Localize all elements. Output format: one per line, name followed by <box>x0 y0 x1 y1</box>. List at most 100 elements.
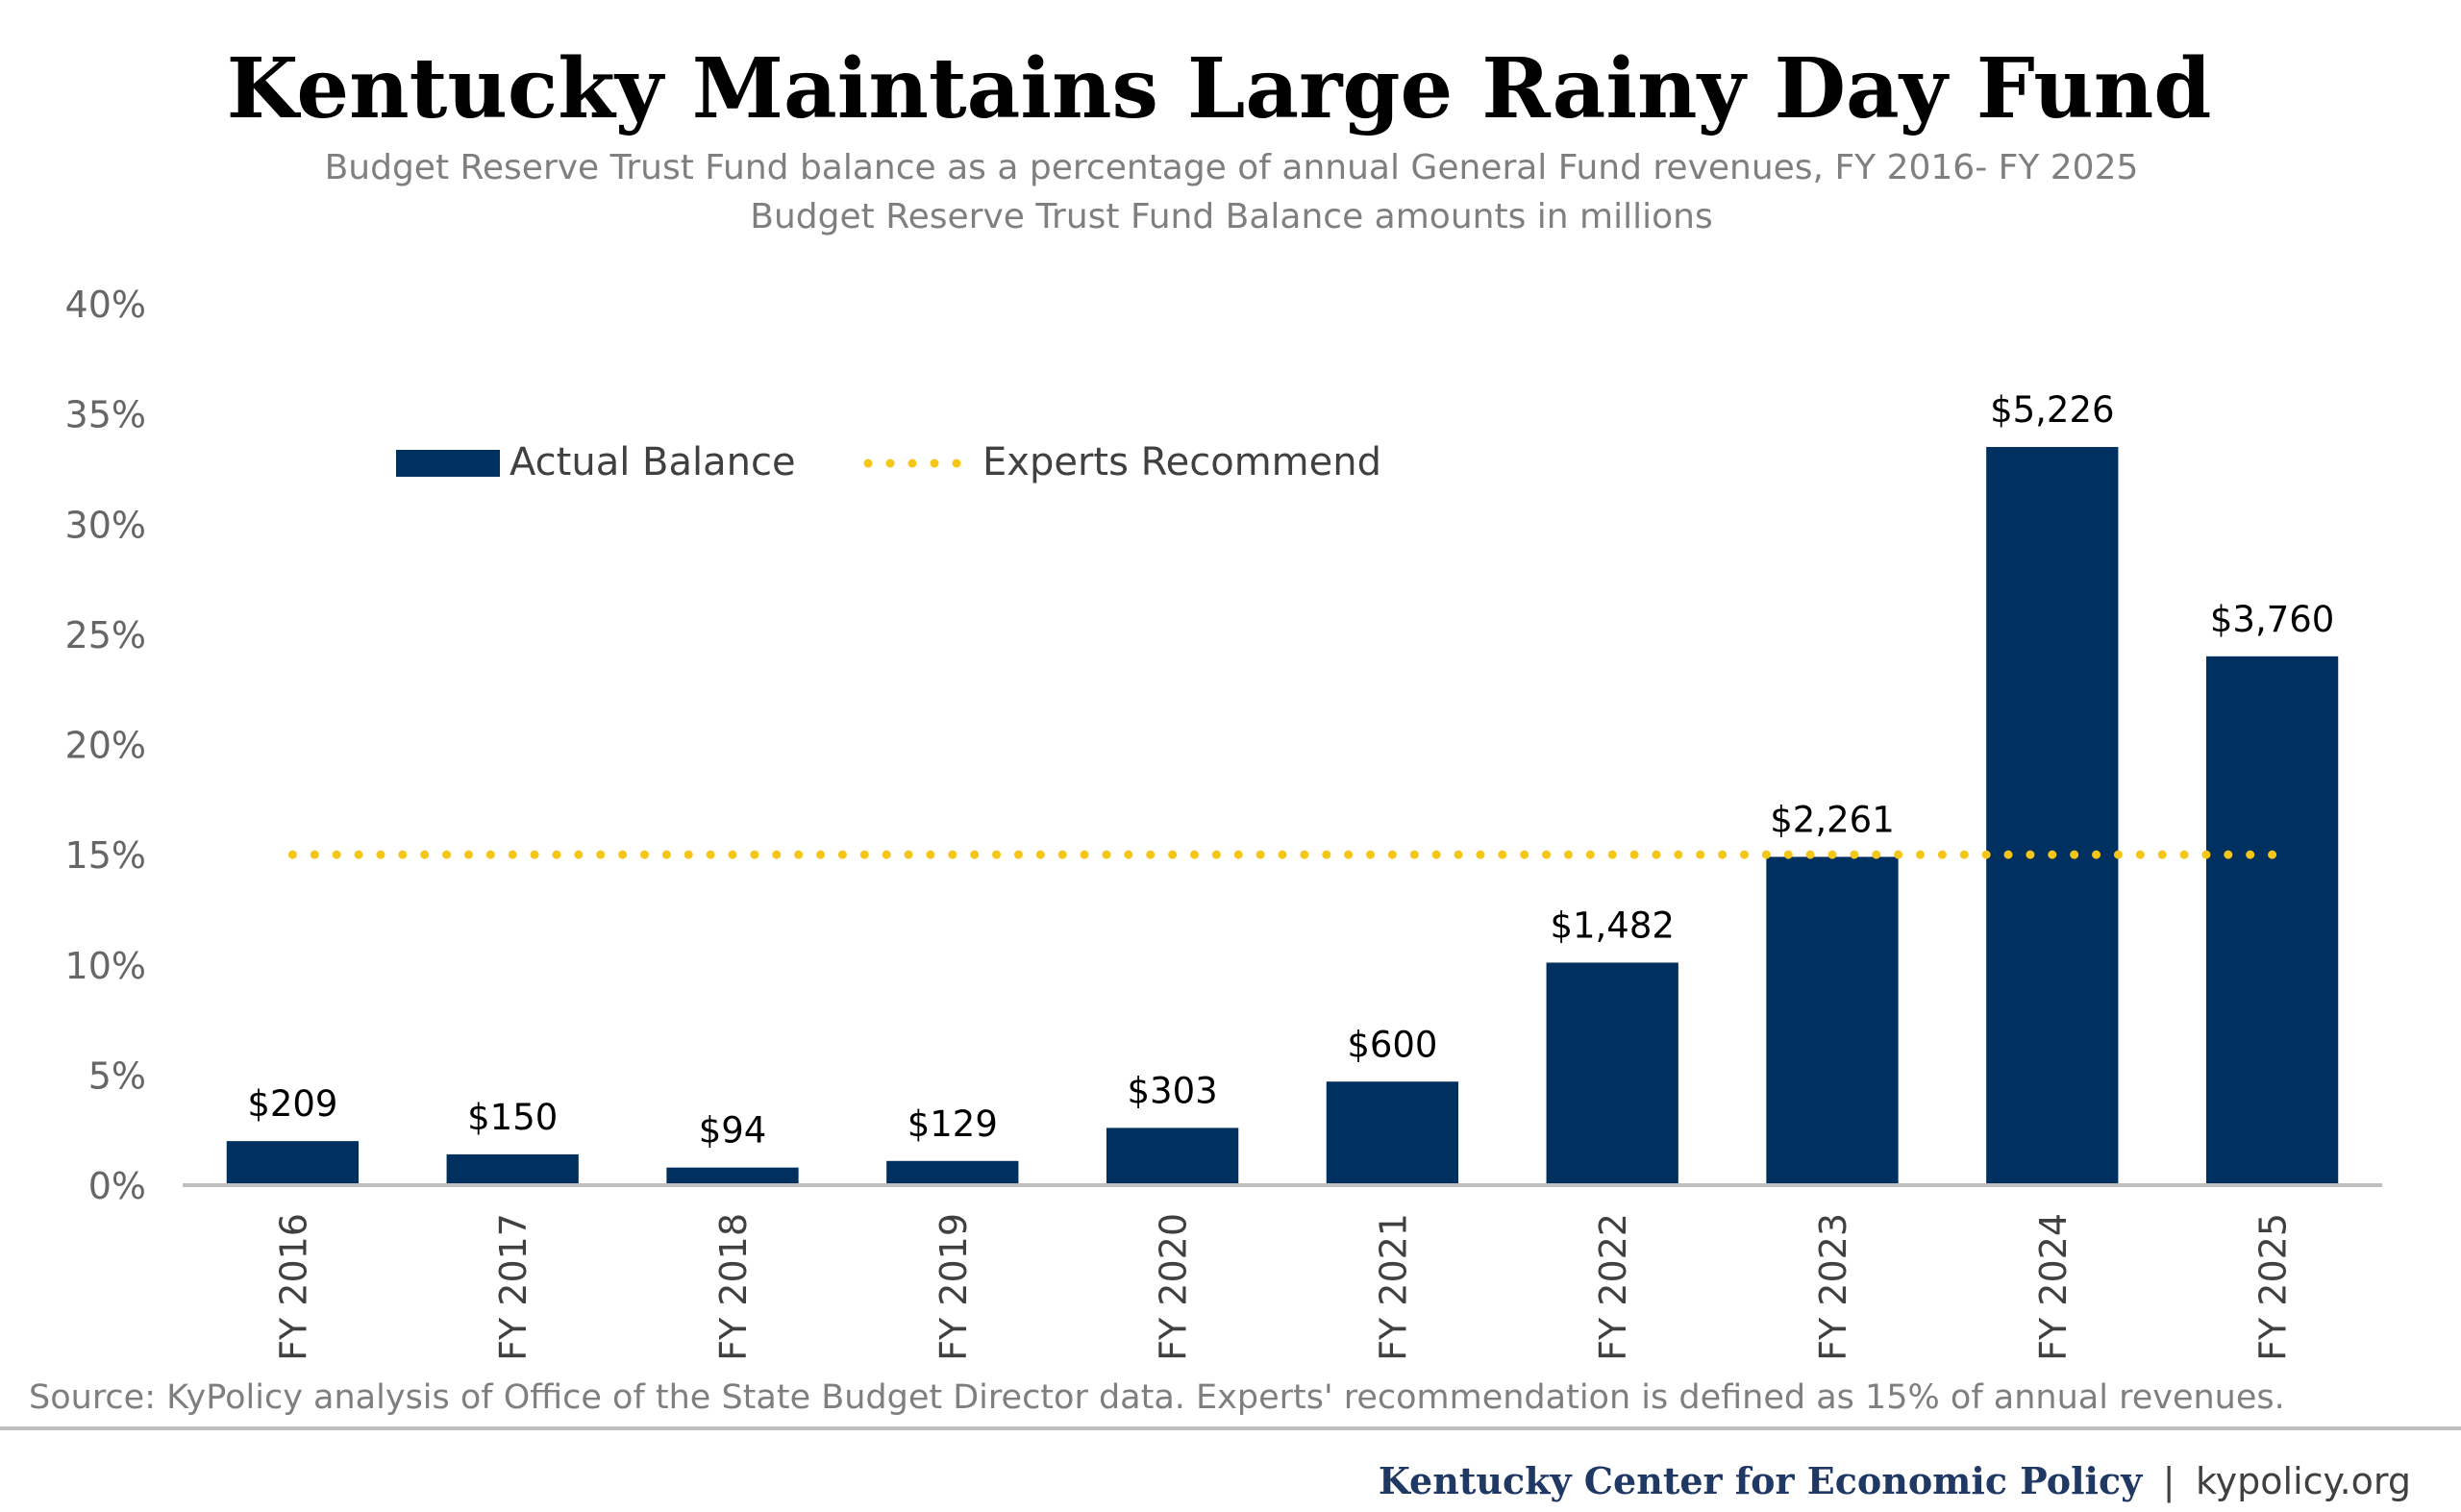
recommend-dot <box>1607 850 1617 859</box>
recommend-dot <box>1344 850 1354 859</box>
recommend-dot <box>794 850 804 859</box>
recommend-dot <box>1431 850 1441 859</box>
recommend-dot <box>639 850 649 859</box>
bar-data-label: $209 <box>247 1083 337 1125</box>
footer-site: kypolicy.org <box>2196 1460 2411 1502</box>
bar-data-label: $129 <box>907 1103 998 1145</box>
recommend-dot <box>1454 850 1463 859</box>
bar <box>446 1153 579 1185</box>
recommend-dot <box>1409 850 1419 859</box>
recommend-dot <box>1124 850 1133 859</box>
x-axis: FY 2016 FY 2017 FY 2018 FY 2019 FY 2020 FY 20… <box>272 1213 2294 1361</box>
recommend-dot <box>904 850 913 859</box>
bar-data-label: $1,482 <box>1550 905 1674 946</box>
recommend-dot <box>1322 850 1331 859</box>
x-tick-label: FY 2020 <box>1153 1213 1195 1361</box>
recommend-dot <box>816 850 826 859</box>
recommend-dot <box>485 850 495 859</box>
recommend-dot <box>1585 850 1595 859</box>
x-tick-label: FY 2021 <box>1372 1213 1414 1361</box>
recommend-dot <box>706 850 715 859</box>
y-tick-label: 35% <box>65 394 146 436</box>
recommend-dot <box>2157 850 2167 859</box>
recommend-dot <box>661 850 671 859</box>
recommend-dot <box>1387 850 1397 859</box>
recommend-dot <box>1057 850 1067 859</box>
recommend-dot <box>859 850 869 859</box>
bar-series <box>226 447 2339 1185</box>
recommend-dot <box>2113 850 2123 859</box>
legend-dot <box>930 459 939 468</box>
recommend-dot <box>287 850 297 859</box>
recommend-dot <box>684 850 693 859</box>
recommend-dot <box>354 850 363 859</box>
recommend-dot <box>1102 850 1111 859</box>
recommend-dot <box>1674 850 1683 859</box>
recommend-dot <box>1937 850 1947 859</box>
recommend-dot <box>398 850 408 859</box>
recommend-dot <box>1761 850 1771 859</box>
bar-data-label: $94 <box>699 1110 767 1152</box>
x-tick-label: FY 2025 <box>2252 1213 2295 1361</box>
recommend-dot <box>1146 850 1156 859</box>
recommend-dot <box>1783 850 1793 859</box>
recommend-dot <box>2026 850 2035 859</box>
recommend-dot <box>992 850 1002 859</box>
recommend-dot <box>948 850 957 859</box>
recommend-dot <box>1959 850 1969 859</box>
legend-swatch-actual-balance <box>396 450 500 477</box>
recommend-dot <box>2048 850 2057 859</box>
recommend-dot <box>1718 850 1728 859</box>
footer-credit: Kentucky Center for Economic Policy | ky… <box>1379 1459 2411 1503</box>
recommend-dot <box>1498 850 1507 859</box>
recommend-dot <box>1278 850 1287 859</box>
experts-recommend-line <box>287 850 2277 859</box>
bar <box>1766 856 1899 1185</box>
recommend-dot <box>1366 850 1376 859</box>
recommend-dot <box>596 850 606 859</box>
recommend-dot <box>2224 850 2233 859</box>
recommend-dot <box>420 850 430 859</box>
bar-data-label: $2,261 <box>1770 799 1894 840</box>
recommend-dot <box>2135 850 2145 859</box>
recommend-dot <box>2201 850 2211 859</box>
source-note: Source: KyPolicy analysis of Office of t… <box>29 1378 2285 1417</box>
recommend-dot <box>1981 850 1991 859</box>
recommend-dot <box>728 850 737 859</box>
recommend-dot <box>1652 850 1661 859</box>
recommend-dot <box>2246 850 2255 859</box>
bar <box>1546 962 1678 1185</box>
recommend-dot <box>1894 850 1903 859</box>
recommend-dot <box>2070 850 2079 859</box>
x-tick-label: FY 2016 <box>272 1213 314 1361</box>
recommend-dot <box>1850 850 1859 859</box>
bar <box>226 1141 360 1185</box>
x-tick-label: FY 2024 <box>2032 1213 2075 1361</box>
recommend-dot <box>508 850 517 859</box>
recommend-dot <box>2268 850 2277 859</box>
chart-subtitle-line-1: Budget Reserve Trust Fund balance as a p… <box>325 148 2139 187</box>
footer-org: Kentucky Center for Economic Policy <box>1379 1459 2143 1502</box>
recommend-dot <box>1233 850 1243 859</box>
recommend-dot <box>2179 850 2189 859</box>
recommend-dot <box>1872 850 1881 859</box>
y-tick-label: 10% <box>65 945 146 987</box>
recommend-dot <box>1563 850 1573 859</box>
y-tick-label: 40% <box>65 284 146 326</box>
legend-label-actual-balance: Actual Balance <box>510 440 796 484</box>
legend-dot <box>885 459 895 468</box>
recommend-dot <box>1629 850 1639 859</box>
recommend-dot <box>2003 850 2013 859</box>
recommend-dot <box>1476 850 1485 859</box>
y-tick-label: 25% <box>65 614 146 657</box>
recommend-dot <box>837 850 847 859</box>
recommend-dot <box>970 850 980 859</box>
y-tick-label: 0% <box>88 1165 146 1207</box>
bar <box>886 1160 1019 1185</box>
x-tick-label: FY 2023 <box>1812 1213 1854 1361</box>
x-tick-label: FY 2019 <box>932 1213 975 1361</box>
chart-subtitle-line-2: Budget Reserve Trust Fund Balance amount… <box>750 197 1712 236</box>
recommend-dot <box>1168 850 1178 859</box>
recommend-dot <box>574 850 584 859</box>
